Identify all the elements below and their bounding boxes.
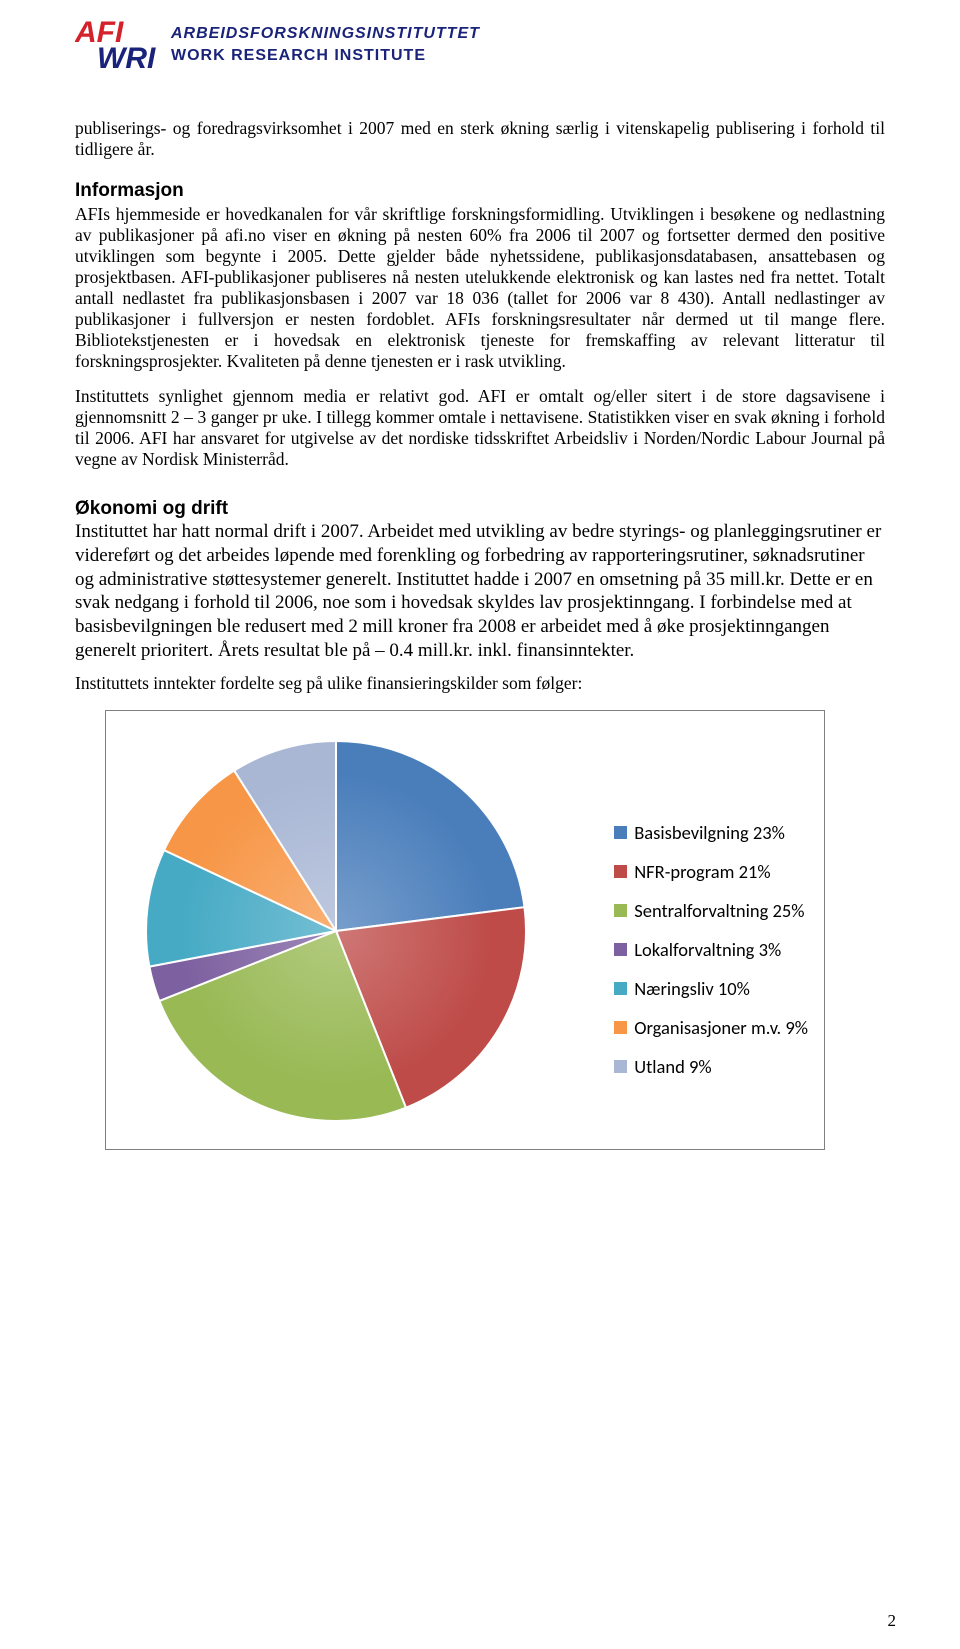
afi-wri-logo-svg: AFI WRI ARBEIDSFORSKNINGSINSTITUTTET WOR… — [75, 20, 495, 78]
legend-swatch — [614, 943, 627, 956]
legend-label: Basisbevilgning 23% — [634, 821, 785, 844]
logo-wri-glyph: WRI — [97, 42, 156, 75]
legend-label: Sentralforvaltning 25% — [634, 899, 804, 922]
informasjon-heading: Informasjon — [75, 180, 885, 202]
pie-chart-wrap: Basisbevilgning 23% NFR-program 21% Sentra… — [75, 710, 885, 1150]
institute-logo: AFI WRI ARBEIDSFORSKNINGSINSTITUTTET WOR… — [75, 20, 885, 78]
informasjon-body-1: AFIs hjemmeside er hovedkanalen for vår … — [75, 204, 885, 372]
legend-label: Næringsliv 10% — [634, 977, 750, 1000]
pie-slice — [336, 741, 525, 931]
informasjon-body-2: Instituttets synlighet gjennom media er … — [75, 386, 885, 470]
legend-row: Lokalforvaltning 3% — [614, 938, 808, 961]
legend-swatch — [614, 904, 627, 917]
pie-legend: Basisbevilgning 23% NFR-program 21% Sentra… — [614, 821, 808, 1094]
legend-label: Lokalforvaltning 3% — [634, 938, 781, 961]
legend-row: Sentralforvaltning 25% — [614, 899, 808, 922]
legend-row: NFR-program 21% — [614, 860, 808, 883]
legend-swatch — [614, 1021, 627, 1034]
legend-row: Basisbevilgning 23% — [614, 821, 808, 844]
legend-label: Utland 9% — [634, 1055, 711, 1078]
legend-row: Næringsliv 10% — [614, 977, 808, 1000]
legend-swatch — [614, 1060, 627, 1073]
legend-label: Organisasjoner m.v. 9% — [634, 1016, 808, 1039]
legend-row: Organisasjoner m.v. 9% — [614, 1016, 808, 1039]
legend-row: Utland 9% — [614, 1055, 808, 1078]
followup-paragraph: Instituttets inntekter fordelte seg på u… — [75, 673, 885, 694]
okonomi-heading: Økonomi og drift — [75, 498, 885, 520]
pie-chart-svg — [106, 711, 566, 1151]
page-number: 2 — [888, 1611, 897, 1631]
logo-top-label: ARBEIDSFORSKNINGSINSTITUTTET — [170, 25, 480, 42]
pie-chart-container: Basisbevilgning 23% NFR-program 21% Sentra… — [105, 710, 825, 1150]
legend-swatch — [614, 982, 627, 995]
legend-swatch — [614, 826, 627, 839]
legend-swatch — [614, 865, 627, 878]
legend-label: NFR-program 21% — [634, 860, 770, 883]
okonomi-body: Instituttet har hatt normal drift i 2007… — [75, 520, 885, 663]
intro-paragraph: publiserings- og foredragsvirksomhet i 2… — [75, 118, 885, 160]
logo-bottom-label: WORK RESEARCH INSTITUTE — [171, 47, 426, 64]
